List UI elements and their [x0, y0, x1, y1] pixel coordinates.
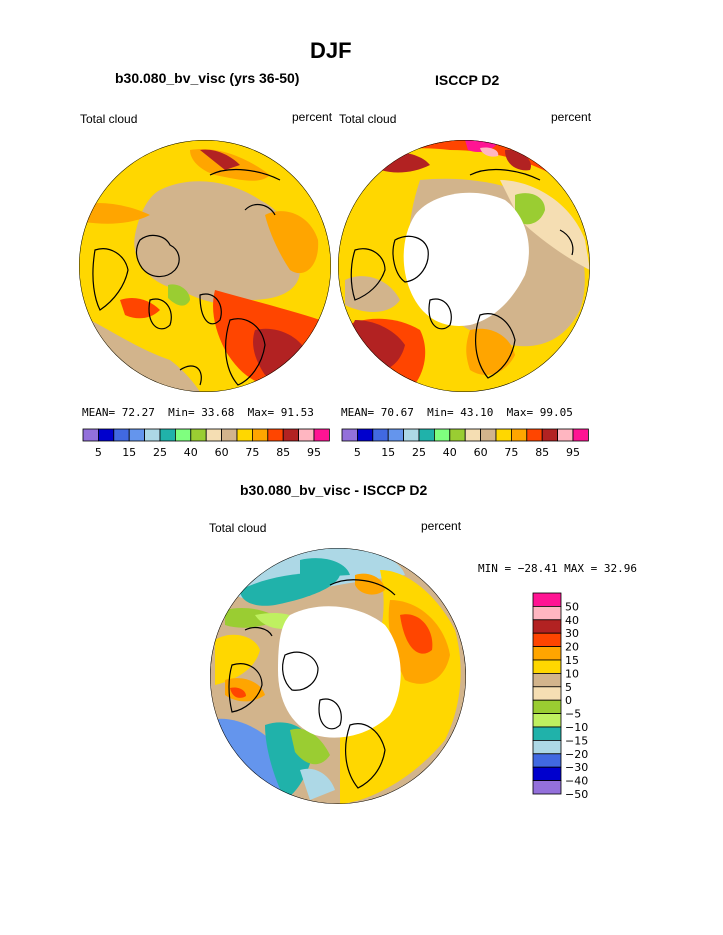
colorbar-label: −5: [565, 708, 581, 721]
colorbar-swatch: [526, 428, 543, 442]
panel2-map: [338, 140, 590, 392]
colorbar-panel2: 5 15 25 40 60 75 85 95: [341, 428, 589, 459]
colorbar-swatch: [532, 659, 562, 674]
colorbar-label: 15: [381, 446, 395, 459]
diff-variable: Total cloud: [209, 521, 267, 535]
colorbar-label: 5: [565, 681, 572, 694]
colorbar-swatch: [532, 606, 562, 621]
colorbar-swatch: [433, 428, 451, 442]
colorbar-label: 75: [504, 446, 518, 459]
panel2-variable: Total cloud: [339, 112, 397, 126]
colorbar-label: −40: [565, 775, 588, 788]
diff-map: [210, 548, 466, 804]
colorbar-swatch: [174, 428, 192, 442]
colorbar-label: 15: [565, 654, 579, 667]
panel1-map: [79, 140, 331, 392]
colorbar-swatch: [532, 673, 562, 688]
panel1-units: percent: [292, 110, 333, 124]
colorbar-swatch: [341, 428, 358, 442]
colorbar-swatch: [159, 428, 176, 442]
colorbar-label: 0: [565, 694, 572, 707]
colorbar-label: 95: [307, 446, 321, 459]
colorbar-swatch: [128, 428, 145, 442]
colorbar-label: 25: [412, 446, 426, 459]
colorbar-label: 40: [443, 446, 457, 459]
colorbar-swatch: [532, 686, 562, 701]
colorbar-swatch: [387, 428, 405, 442]
colorbar-swatch: [532, 699, 562, 715]
colorbar-swatch: [98, 428, 115, 442]
panel1-title: b30.080_bv_visc (yrs 36-50): [115, 70, 300, 86]
colorbar-swatch: [572, 428, 589, 442]
colorbar-swatch: [532, 753, 562, 768]
colorbar-swatch: [532, 632, 562, 648]
colorbar-label: 75: [245, 446, 259, 459]
colorbar-label: 5: [95, 446, 102, 459]
colorbar-swatch: [532, 713, 562, 728]
colorbar-swatch: [144, 428, 161, 442]
panel2-title: ISCCP D2: [435, 72, 500, 88]
colorbar-swatch: [372, 428, 389, 442]
panel1-variable: Total cloud: [80, 112, 138, 126]
colorbar-swatch: [532, 619, 562, 634]
colorbar-swatch: [532, 766, 562, 782]
colorbar-swatch: [82, 428, 99, 442]
colorbar-swatch: [221, 428, 238, 442]
diff-minmax: MIN = −28.41 MAX = 32.96: [478, 562, 637, 575]
colorbar-label: −30: [565, 761, 588, 774]
colorbar-swatch: [532, 726, 562, 741]
colorbar-swatch: [532, 646, 562, 661]
colorbar-swatch: [532, 780, 562, 795]
colorbar-label: 10: [565, 667, 579, 680]
colorbar-swatch: [113, 428, 130, 442]
colorbar-swatch: [510, 428, 528, 442]
colorbar-label: 85: [276, 446, 290, 459]
colorbar-label: −15: [565, 734, 588, 747]
colorbar-swatch: [557, 428, 574, 442]
colorbar-label: 60: [474, 446, 488, 459]
colorbar-label: 60: [215, 446, 229, 459]
colorbar-swatch: [267, 428, 284, 442]
colorbar-label: 20: [565, 641, 579, 654]
colorbar-swatch: [403, 428, 420, 442]
panel1-stats: MEAN= 72.27 Min= 33.68 Max= 91.53: [82, 406, 314, 419]
colorbar-swatch: [205, 428, 222, 442]
colorbar-swatch: [532, 740, 562, 755]
colorbar-label: 5: [354, 446, 361, 459]
colorbar-swatch: [418, 428, 435, 442]
colorbar-label: −20: [565, 748, 588, 761]
colorbar-swatch: [532, 592, 562, 607]
colorbar-swatch: [449, 428, 466, 442]
colorbar-swatch: [313, 428, 330, 442]
colorbar-swatch: [190, 428, 207, 442]
colorbar-label: −10: [565, 721, 588, 734]
colorbar-swatch: [236, 428, 253, 442]
colorbar-swatch: [356, 428, 374, 442]
colorbar-swatch: [541, 428, 559, 442]
colorbar-label: 40: [565, 614, 579, 627]
colorbar-swatch: [298, 428, 315, 442]
figure-title: DJF: [310, 38, 352, 63]
colorbar-label: 95: [566, 446, 580, 459]
colorbar-panel1: 5 15 25 40 60 75 85 95: [82, 428, 330, 459]
colorbar-label: 40: [184, 446, 198, 459]
colorbar-swatch: [464, 428, 482, 442]
panel2-stats: MEAN= 70.67 Min= 43.10 Max= 99.05: [341, 406, 573, 419]
colorbar-label: 30: [565, 627, 579, 640]
colorbar-label: 15: [122, 446, 136, 459]
colorbar-label: −50: [565, 788, 588, 801]
panel2-units: percent: [551, 110, 592, 124]
colorbar-swatch: [495, 428, 512, 442]
colorbar-swatch: [480, 428, 497, 442]
colorbar-swatch: [282, 428, 300, 442]
colorbar-swatch: [251, 428, 269, 442]
colorbar-label: 25: [153, 446, 167, 459]
colorbar-label: 85: [535, 446, 549, 459]
colorbar-label: 50: [565, 600, 579, 613]
diff-title: b30.080_bv_visc - ISCCP D2: [240, 482, 428, 498]
diff-units: percent: [421, 519, 462, 533]
